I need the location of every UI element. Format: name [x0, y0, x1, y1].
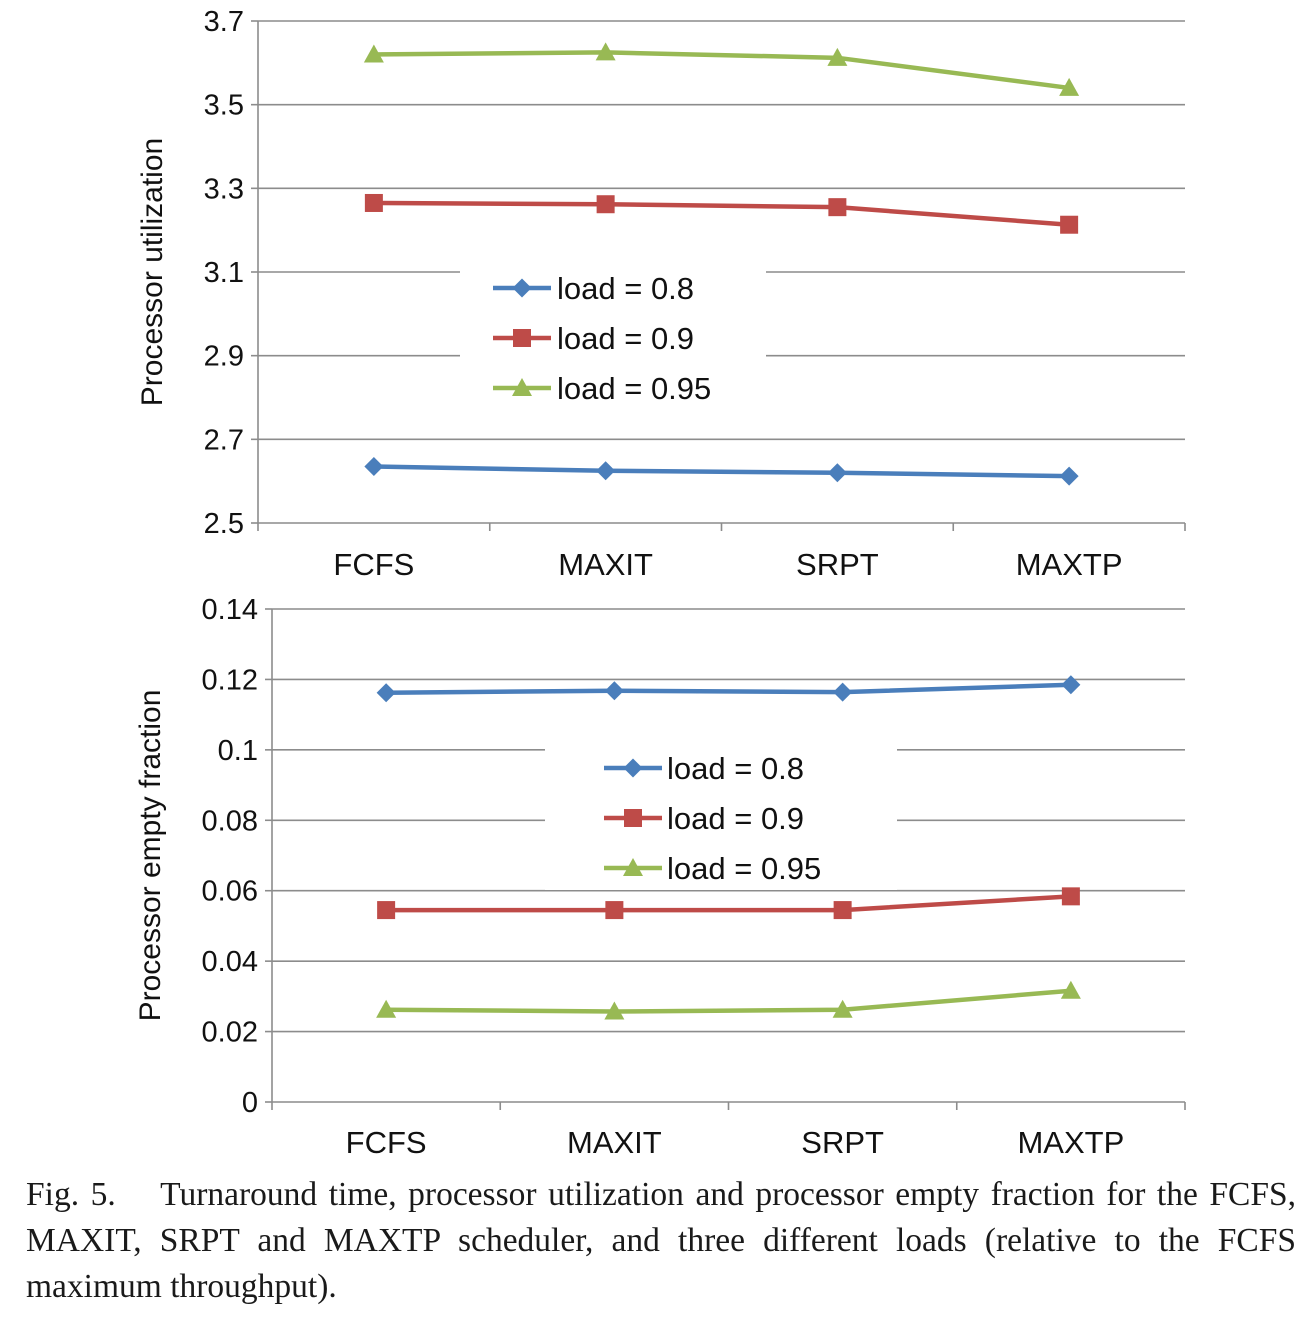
chart1-series-1-line [373, 464, 1070, 479]
chart2-series-3-point [832, 999, 853, 1018]
chart2-series-1-point [1061, 675, 1081, 695]
chart1-legend-1-label: load = 0.8 [557, 271, 694, 306]
chart2-y-tick-label: 0.06 [202, 876, 258, 908]
chart2-legend-2-label: load = 0.9 [667, 801, 804, 836]
chart1-series-3-point [1059, 77, 1080, 96]
chart1-legend-2-label: load = 0.9 [557, 321, 694, 356]
chart2-series-1-point [833, 682, 853, 702]
chart1-series-2-line [373, 200, 1070, 227]
chart2-y-tick-label: 0.04 [202, 946, 258, 978]
chart2-series-3-point [376, 999, 397, 1018]
chart2-series-3-point [604, 1001, 625, 1020]
chart2-series-2-point [377, 901, 396, 920]
chart1-legend-1-marker [512, 278, 532, 298]
chart2-series-3-point [1060, 980, 1081, 999]
chart2-legend-1-label: load = 0.8 [667, 751, 804, 786]
chart1-legend-3-label: load = 0.95 [557, 371, 711, 406]
chart1-series-3-line [373, 50, 1070, 91]
chart2-series-2-point [605, 901, 624, 920]
chart2-x-tick-label: FCFS [346, 1125, 427, 1160]
chart2-series-2-point [1061, 887, 1080, 906]
chart1-x-tick-label: FCFS [333, 547, 414, 582]
chart1-series-1-point [827, 463, 847, 483]
chart2-x-tick-label: SRPT [801, 1125, 884, 1160]
chart1-y-tick-label: 3.1 [204, 257, 244, 289]
chart1-y-tick-label: 3.3 [204, 173, 244, 205]
chart2-y-tick-label: 0.02 [202, 1017, 258, 1049]
chart2-legend-1-marker [623, 758, 643, 778]
chart1-series-2-point [596, 195, 615, 214]
figure-canvas: 2.5 2.7 2.9 3.1 3.3 3.5 3.7 FCFS MAXIT SRPT MAXTP P… [134, 6, 1186, 1160]
chart1-x-tick-label: SRPT [796, 547, 879, 582]
chart2-legend-2-marker [624, 809, 642, 827]
chart1-y-tick-label: 3.7 [204, 6, 244, 38]
chart2-legend-3-label: load = 0.95 [667, 851, 821, 886]
chart1-legend-3-marker [512, 378, 532, 396]
chart1-y-tick-label: 2.5 [204, 508, 244, 540]
chart1-y-tick-label: 3.5 [204, 90, 244, 122]
chart1-series-3-point [595, 42, 616, 61]
chart2-y-tick-label: 0.12 [202, 664, 258, 696]
chart1-series-3-point [363, 44, 384, 63]
chart1-series-1-point [364, 457, 384, 477]
chart1-series-1-point [1059, 466, 1079, 486]
chart2-legend-box [545, 742, 897, 890]
chart2-series-2-point [833, 901, 852, 920]
chart1-x-tick-label: MAXIT [558, 547, 653, 582]
chart2-series-2-line [386, 894, 1072, 913]
chart2-x-tick-label: MAXIT [567, 1125, 662, 1160]
chart2-y-axis-label: Processor empty fraction [134, 690, 167, 1022]
chart2-series-3-line [386, 988, 1072, 1014]
chart2-series-1-point [604, 681, 624, 701]
chart1-y-tick-label: 2.7 [204, 424, 244, 456]
chart1-series-3-point [827, 47, 848, 66]
chart2-legend-3-marker [623, 858, 643, 876]
chart2-x-tick-label: MAXTP [1017, 1125, 1124, 1160]
chart2-y-tick-label: 0.1 [218, 735, 258, 767]
chart1-y-tick-label: 2.9 [204, 341, 244, 373]
chart1-series-2-point [828, 198, 847, 217]
chart2-series-1-point [376, 683, 396, 703]
chart1-series-2-point [1060, 215, 1079, 234]
chart2-y-tick-label: 0.08 [202, 805, 258, 837]
chart1-y-axis-label: Processor utilization [136, 138, 169, 406]
chart2-y-tick-label: 0.14 [202, 594, 258, 626]
figure-caption: Fig. 5. Turnaround time, processor utili… [26, 1176, 1296, 1305]
chart2-series-1-line [386, 682, 1071, 696]
chart1-series-1-point [596, 461, 616, 481]
chart1-series-2-point [364, 193, 383, 212]
chart1-x-tick-label: MAXTP [1016, 547, 1123, 582]
chart1-legend-2-marker [513, 329, 531, 347]
chart2-y-tick-label: 0 [242, 1087, 258, 1119]
